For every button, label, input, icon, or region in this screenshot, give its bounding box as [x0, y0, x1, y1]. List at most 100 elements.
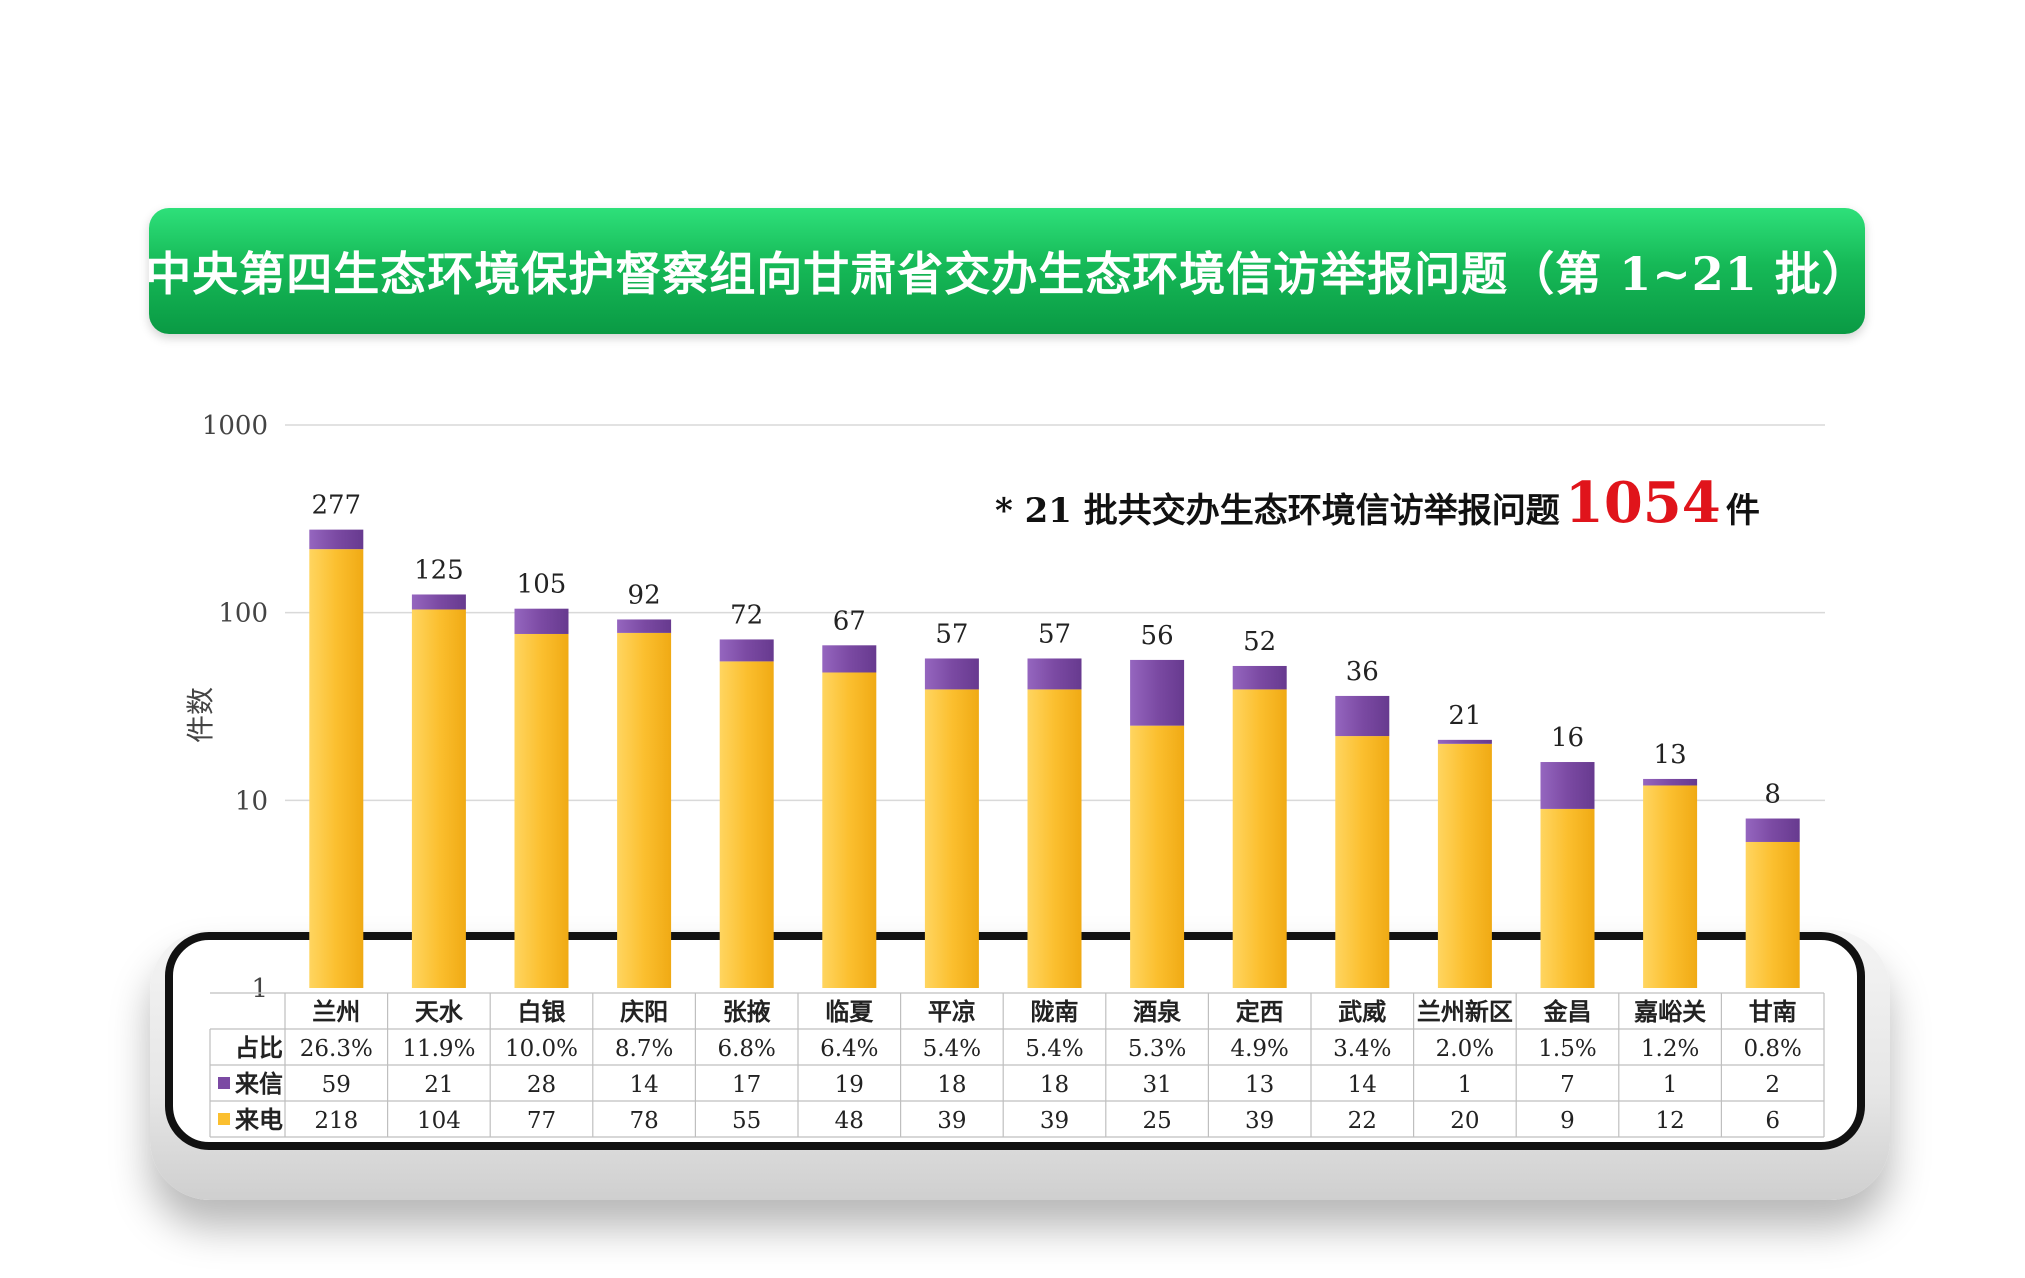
bar-total-label: 277 — [311, 491, 361, 521]
letter-cell: 1 — [1458, 1072, 1473, 1098]
category-label: 临夏 — [825, 997, 874, 1026]
share-cell: 6.8% — [717, 1036, 775, 1062]
category-label: 庆阳 — [620, 997, 668, 1026]
bar-total-label: 57 — [1038, 619, 1071, 649]
bar-letter — [1335, 695, 1390, 737]
y-tick-label: 10 — [235, 786, 268, 816]
share-cell: 3.4% — [1333, 1036, 1391, 1062]
phone-cell: 48 — [835, 1108, 864, 1134]
phone-cell: 9 — [1560, 1108, 1575, 1134]
bar-phone — [719, 661, 774, 988]
phone-cell: 22 — [1348, 1108, 1377, 1134]
letter-cell: 21 — [424, 1072, 453, 1098]
y-tick-label: 1 — [251, 974, 268, 1004]
bar-letter — [924, 658, 979, 690]
bar-total-label: 92 — [628, 580, 661, 610]
legend-swatch-letter — [218, 1077, 230, 1089]
y-tick-label: 100 — [218, 599, 268, 629]
category-label: 武威 — [1338, 997, 1386, 1026]
category-label: 酒泉 — [1133, 997, 1182, 1026]
bar-phone — [1540, 808, 1595, 988]
share-cell: 5.4% — [1025, 1036, 1083, 1062]
y-axis: 1 10 100 1000 — [202, 411, 268, 1004]
letter-cell: 31 — [1142, 1072, 1171, 1098]
phone-cell: 39 — [1040, 1108, 1069, 1134]
category-label: 兰州 — [312, 997, 360, 1026]
bar-total-label: 36 — [1346, 657, 1379, 687]
category-label: 张掖 — [723, 997, 771, 1026]
legend-swatch-phone — [218, 1113, 230, 1125]
phone-cell: 55 — [732, 1108, 761, 1134]
category-label: 天水 — [415, 997, 464, 1026]
bar-letter — [411, 594, 466, 610]
title-banner: 中央第四生态环境保护督察组向甘肃省交办生态环境信访举报问题（第 1~21 批） — [145, 208, 1868, 334]
bar-phone — [822, 672, 877, 988]
row-label-share: 占比 — [235, 1033, 283, 1062]
y-tick-label: 1000 — [202, 411, 268, 441]
phone-cell: 20 — [1450, 1108, 1479, 1134]
letter-cell: 19 — [835, 1072, 864, 1098]
bar-total-label: 52 — [1243, 627, 1276, 657]
share-cell: 8.7% — [615, 1036, 673, 1062]
bar-phone — [1027, 689, 1082, 988]
letter-cell: 14 — [1348, 1072, 1377, 1098]
share-cell: 26.3% — [300, 1036, 373, 1062]
letter-cell: 14 — [629, 1072, 658, 1098]
share-cell: 0.8% — [1743, 1036, 1801, 1062]
share-cell: 6.4% — [820, 1036, 878, 1062]
letter-cell: 17 — [732, 1072, 761, 1098]
bar-letter — [617, 619, 672, 633]
row-label-letter: 来信 — [235, 1069, 283, 1098]
category-label: 平凉 — [928, 997, 976, 1026]
letter-cell: 28 — [527, 1072, 556, 1098]
phone-cell: 25 — [1142, 1108, 1171, 1134]
bar-phone — [1745, 841, 1800, 988]
phone-cell: 77 — [527, 1108, 556, 1134]
category-label: 兰州新区 — [1417, 997, 1513, 1026]
total-note: * 21 批共交办生态环境信访举报问题 1054 件 — [995, 470, 1760, 536]
bar-phone — [1130, 725, 1185, 988]
bar-total-label: 56 — [1141, 621, 1174, 651]
category-label: 定西 — [1236, 997, 1284, 1026]
phone-cell: 104 — [417, 1108, 461, 1134]
bar-letter — [309, 529, 364, 550]
note-prefix: * 21 批共交办生态环境信访举报问题 — [995, 491, 1560, 531]
letter-cell: 7 — [1560, 1072, 1575, 1098]
letter-cell: 59 — [322, 1072, 351, 1098]
bar-letter — [1745, 818, 1800, 842]
bar-phone — [924, 689, 979, 988]
category-label: 甘南 — [1749, 997, 1797, 1026]
phone-cell: 218 — [314, 1108, 358, 1134]
bar-letter — [822, 645, 877, 673]
note-suffix: 件 — [1725, 491, 1760, 531]
bar-total-label: 13 — [1654, 740, 1687, 770]
chart-title: 中央第四生态环境保护督察组向甘肃省交办生态环境信访举报问题（第 1~21 批） — [145, 247, 1869, 301]
share-cell: 5.3% — [1128, 1036, 1186, 1062]
bar-letter — [1027, 658, 1082, 690]
bar-letter — [719, 639, 774, 662]
bar-letter — [1540, 762, 1595, 809]
phone-cell: 12 — [1655, 1108, 1684, 1134]
bar-phone — [514, 633, 569, 988]
note-total: 1054 — [1564, 470, 1721, 536]
bar-letter — [1437, 739, 1492, 744]
phone-cell: 39 — [937, 1108, 966, 1134]
letter-cell: 18 — [1040, 1072, 1069, 1098]
bar-total-label: 16 — [1551, 723, 1584, 753]
bar-phone — [1437, 743, 1492, 988]
category-label: 白银 — [518, 997, 567, 1026]
share-cell: 5.4% — [923, 1036, 981, 1062]
bar-total-label: 72 — [730, 600, 763, 630]
bars: 277 125 105 92 72 67 57 57 56 52 36 21 16 13 8 — [309, 491, 1800, 988]
category-label: 金昌 — [1543, 997, 1592, 1026]
bar-letter — [1643, 778, 1698, 786]
share-cell: 11.9% — [402, 1036, 475, 1062]
bar-total-label: 125 — [414, 555, 464, 585]
letter-cell: 18 — [937, 1072, 966, 1098]
category-label: 嘉峪关 — [1634, 997, 1706, 1026]
bar-phone — [1232, 689, 1287, 988]
category-label: 陇南 — [1031, 997, 1079, 1026]
share-cell: 1.5% — [1538, 1036, 1596, 1062]
bar-total-label: 57 — [935, 619, 968, 649]
bar-letter — [514, 608, 569, 634]
